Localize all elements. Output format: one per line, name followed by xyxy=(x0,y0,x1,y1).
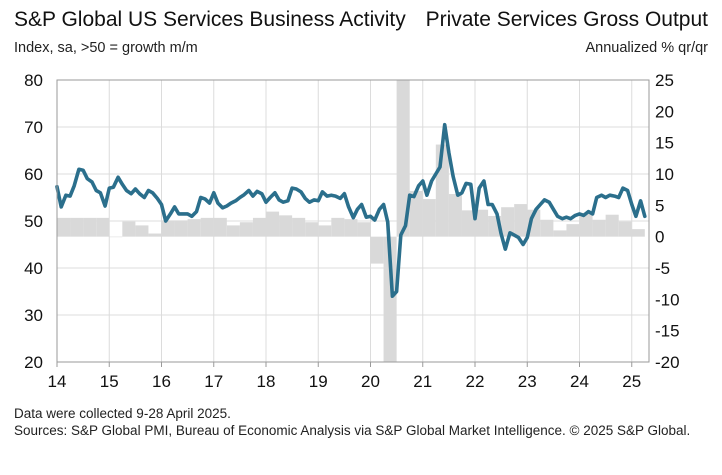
gross-output-bar-8 xyxy=(161,220,175,237)
x-tick-label-23: 23 xyxy=(518,372,537,391)
x-axis-ticks: 14 15 16 17 18 19 20 21 22 23 24 25 xyxy=(48,362,641,391)
left-chart-title: S&P Global US Services Business Activity xyxy=(14,8,406,31)
gross-output-bar-12 xyxy=(213,217,227,237)
gross-output-bar-6 xyxy=(135,225,149,237)
gross-output-bar-14 xyxy=(239,222,253,237)
gross-output-bar-39 xyxy=(566,224,580,237)
gross-output-bar-26 xyxy=(396,80,410,237)
gross-output-bar-9 xyxy=(174,220,188,237)
x-tick-label-25: 25 xyxy=(622,372,641,391)
gross-output-bar-44 xyxy=(631,229,645,237)
x-tick-label-15: 15 xyxy=(100,372,119,391)
left-tick-label-80: 80 xyxy=(24,71,43,90)
x-tick-label-19: 19 xyxy=(309,372,328,391)
gross-output-bar-21 xyxy=(331,217,345,237)
plot-frame xyxy=(56,79,650,363)
x-tick-label-20: 20 xyxy=(361,372,380,391)
gross-output-bar-18 xyxy=(292,217,306,237)
right-tick-label-25: 25 xyxy=(655,71,674,90)
left-tick-label-30: 30 xyxy=(24,306,43,325)
right-tick-label--20: -20 xyxy=(655,353,680,372)
gross-output-bar-7 xyxy=(148,233,162,237)
chart-footer: Data were collected 9-28 April 2025. Sou… xyxy=(14,405,704,439)
gross-output-bar-34 xyxy=(501,207,515,237)
plot-border xyxy=(56,79,650,363)
gross-output-bar-5 xyxy=(122,221,136,237)
gross-output-bar-32 xyxy=(475,209,489,237)
right-tick-label-0: 0 xyxy=(655,228,664,247)
right-tick-label-5: 5 xyxy=(655,196,664,215)
left-tick-label-70: 70 xyxy=(24,118,43,137)
gross-output-bar-42 xyxy=(605,214,619,237)
gross-output-bar-41 xyxy=(592,219,606,237)
gross-output-bar-25 xyxy=(383,236,397,362)
footer-collection-note: Data were collected 9-28 April 2025. xyxy=(14,406,231,421)
left-tick-label-40: 40 xyxy=(24,259,43,278)
right-tick-label-10: 10 xyxy=(655,165,674,184)
x-tick-label-16: 16 xyxy=(152,372,171,391)
gross-output-bar-1 xyxy=(70,217,84,237)
right-tick-label-15: 15 xyxy=(655,134,674,153)
right-axis-ticks: -20 -15 -10 -5 0 5 10 15 20 25 xyxy=(655,71,680,372)
gross-output-bar-17 xyxy=(279,215,293,237)
gross-output-bar-28 xyxy=(422,199,436,237)
x-tick-label-18: 18 xyxy=(257,372,276,391)
left-tick-label-60: 60 xyxy=(24,165,43,184)
gross-output-bar-31 xyxy=(461,210,476,237)
right-chart-title: Private Services Gross Output xyxy=(425,8,708,31)
x-tick-label-17: 17 xyxy=(204,372,223,391)
gross-output-bar-20 xyxy=(318,225,332,237)
right-axis-subtitle: Annualized % qr/qr xyxy=(585,40,708,56)
x-tick-label-22: 22 xyxy=(466,372,485,391)
gross-output-bar-38 xyxy=(553,230,567,237)
gross-output-bar-43 xyxy=(618,221,632,237)
gross-output-bar-35 xyxy=(514,204,528,237)
gross-output-bar-15 xyxy=(252,217,267,237)
right-tick-label--10: -10 xyxy=(655,290,680,309)
gross-output-bar-0 xyxy=(57,217,71,237)
gross-output-bar-10 xyxy=(187,219,201,237)
left-axis-subtitle: Index, sa, >50 = growth m/m xyxy=(14,40,198,56)
gross-output-bar-22 xyxy=(344,219,358,237)
left-tick-label-20: 20 xyxy=(24,353,43,372)
footer-sources: Sources: S&P Global PMI, Bureau of Econo… xyxy=(14,423,691,438)
gross-output-bar-11 xyxy=(200,217,214,237)
gross-output-bar-24 xyxy=(370,236,384,264)
gross-output-bar-30 xyxy=(448,194,462,237)
gross-output-bar-4 xyxy=(109,236,123,238)
business-activity-series-line xyxy=(55,122,647,299)
x-tick-label-24: 24 xyxy=(570,372,589,391)
left-tick-label-50: 50 xyxy=(24,212,43,231)
gross-output-bar-13 xyxy=(226,225,240,237)
gross-output-bar-19 xyxy=(305,222,319,237)
gross-output-bar-37 xyxy=(540,219,554,237)
gross-output-bar-40 xyxy=(579,212,593,237)
right-tick-label-20: 20 xyxy=(655,102,674,121)
gross-output-bar-2 xyxy=(83,217,97,237)
x-tick-label-14: 14 xyxy=(48,372,67,391)
right-tick-label--15: -15 xyxy=(655,322,680,341)
gross-output-bar-16 xyxy=(266,211,280,237)
x-tick-label-21: 21 xyxy=(413,372,432,391)
business-activity-line xyxy=(55,122,647,299)
gross-output-bars xyxy=(57,80,645,362)
gross-output-bar-27 xyxy=(409,190,423,237)
right-tick-label--5: -5 xyxy=(655,259,670,278)
left-axis-ticks: 20 30 40 50 60 70 80 xyxy=(24,71,43,372)
gross-output-bar-3 xyxy=(96,217,110,237)
gross-output-bar-23 xyxy=(357,222,371,237)
